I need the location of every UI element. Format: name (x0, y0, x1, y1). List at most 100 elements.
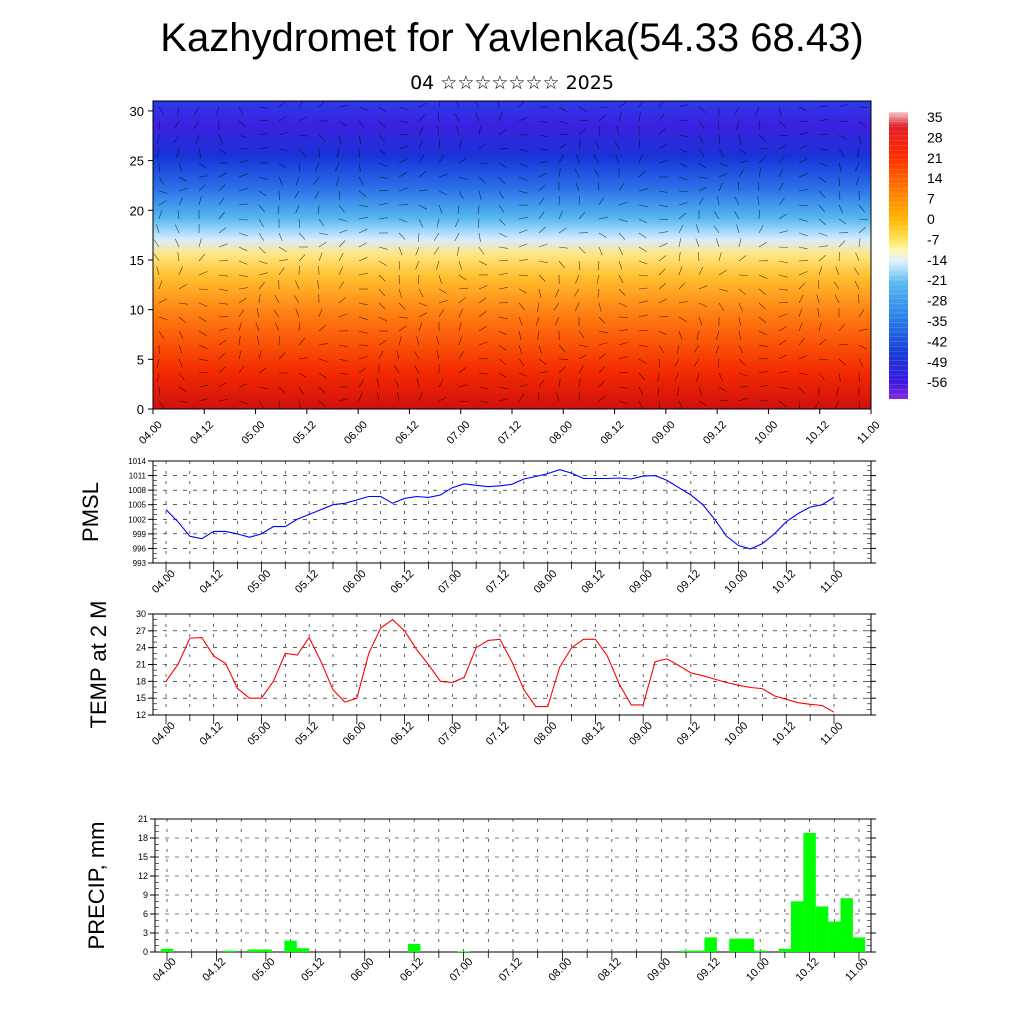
y-tick-label: 21 (136, 660, 146, 670)
wind-barb (198, 288, 209, 290)
wind-barb (518, 229, 528, 234)
wind-barb (198, 175, 208, 178)
y-tick-label: 12 (136, 710, 146, 720)
wind-barb (498, 204, 505, 213)
wind-barb (475, 112, 480, 122)
wind-barb (758, 209, 760, 220)
wind-barb (298, 134, 308, 137)
wind-barb (674, 358, 680, 367)
wind-barb (718, 252, 722, 262)
wind-barb (678, 190, 689, 193)
wind-barb (438, 190, 448, 196)
wind-barb (696, 372, 700, 382)
x-tick-label: 10.00 (722, 568, 750, 596)
wind-barb (618, 218, 628, 223)
wind-barb (658, 113, 665, 122)
wind-barb (818, 232, 828, 237)
wind-barb (698, 316, 703, 326)
wind-barb (798, 246, 808, 250)
wind-barb (258, 400, 265, 409)
wind-barb (858, 328, 868, 332)
wind-barb (378, 260, 387, 266)
wind-barb (658, 243, 668, 248)
wind-barb (274, 294, 280, 304)
wind-barb (258, 119, 269, 122)
wind-barb (698, 106, 707, 114)
wind-barb (418, 171, 427, 178)
y-tick-label: 27 (136, 626, 146, 636)
wind-barb (734, 211, 740, 220)
wind-barb (818, 339, 827, 346)
wind-barb (318, 148, 320, 159)
x-tick-label: 04.00 (151, 956, 179, 984)
wind-barb (717, 196, 720, 206)
wind-barb (178, 344, 183, 354)
wind-barb (758, 288, 767, 295)
wind-barb (458, 322, 462, 332)
x-tick-label: 07.00 (436, 720, 464, 748)
wind-barb (518, 393, 525, 402)
wind-barb (638, 274, 648, 277)
y-tick-label: 30 (130, 104, 144, 119)
x-tick-label: 08.12 (596, 956, 624, 984)
wind-barb (697, 251, 700, 262)
wind-barb (336, 176, 340, 186)
wind-barb (318, 204, 320, 215)
wind-barb (718, 302, 725, 311)
wind-barb (598, 330, 608, 334)
wind-barb (238, 232, 248, 237)
plot-frame (154, 818, 872, 953)
wind-barb (478, 326, 487, 332)
wind-barb (678, 301, 688, 304)
wind-barb (278, 176, 283, 186)
wind-barb (498, 344, 507, 351)
wind-barb (178, 358, 183, 368)
colorbar-label: 21 (927, 150, 943, 166)
wind-barb (174, 134, 180, 143)
wind-barb (818, 266, 823, 276)
wind-barb (696, 330, 700, 340)
wind-barb (174, 238, 180, 248)
wind-barb (198, 302, 208, 307)
wind-barb (398, 325, 407, 332)
wind-barb (418, 204, 428, 210)
x-tick-label: 04.12 (198, 720, 226, 748)
wind-barb (578, 260, 581, 271)
wind-barb (535, 316, 540, 326)
wind-barb (778, 213, 787, 220)
wind-barb (338, 120, 347, 127)
wind-barb (518, 372, 528, 377)
x-tick-label: 04.00 (150, 568, 178, 596)
wind-barb (538, 211, 545, 220)
wind-barb (718, 269, 727, 276)
wind-barb (618, 288, 626, 296)
wind-barb (436, 260, 440, 270)
x-tick-label: 06.00 (341, 720, 369, 748)
wind-barb (778, 301, 789, 304)
wind-barb (838, 176, 840, 187)
wind-barb (338, 204, 345, 213)
wind-barb (798, 158, 808, 164)
wind-barb (478, 246, 485, 255)
wind-barb (398, 232, 406, 240)
wind-barb (718, 173, 728, 178)
wind-barb (693, 358, 700, 367)
wind-barb (436, 350, 440, 360)
wind-barb (778, 386, 788, 389)
x-tick-label: 09.12 (695, 956, 723, 984)
wind-barb (558, 260, 565, 269)
y-tick-label: 9 (143, 890, 148, 900)
wind-barb (378, 274, 386, 282)
wind-barb (378, 203, 388, 206)
temperature-field (153, 101, 871, 409)
wind-barb (538, 344, 542, 354)
x-tick-label: 09.00 (650, 419, 678, 447)
wind-barb (394, 379, 400, 388)
wind-barb (418, 302, 428, 307)
wind-barb (398, 246, 403, 256)
wind-barb (638, 170, 646, 178)
wind-barb (158, 210, 162, 220)
wind-barb (218, 211, 225, 220)
wind-barb (218, 327, 228, 332)
wind-barb (398, 274, 400, 285)
